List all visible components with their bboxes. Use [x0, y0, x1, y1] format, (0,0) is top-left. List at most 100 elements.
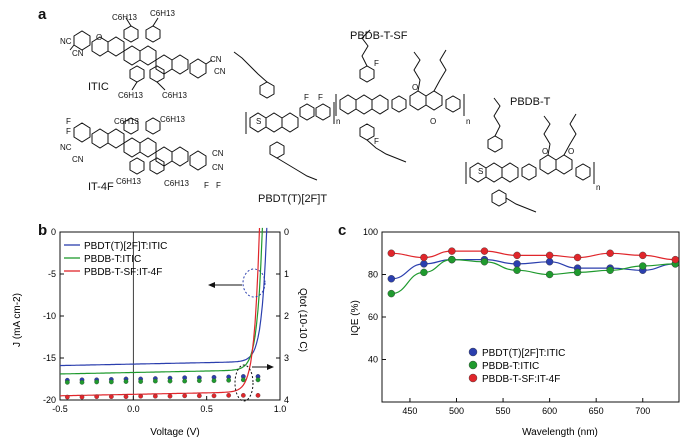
jv-xtick-label: -0.5 — [52, 404, 68, 414]
atom-label-s: S — [256, 117, 261, 126]
annotation-arrowhead-left — [208, 282, 215, 288]
atom-label-o: O — [412, 83, 418, 92]
atom-label-c6h13: C6H13 — [160, 115, 185, 124]
qtot-point — [123, 379, 129, 384]
atom-label-f: F — [216, 181, 221, 190]
atom-label-c6h13: C6H13 — [112, 13, 137, 22]
iqe-point — [671, 255, 680, 264]
qtot-point — [255, 393, 261, 398]
qtot-point — [240, 393, 246, 398]
qtot-point — [255, 377, 261, 383]
it4f-phenyl-2 — [145, 117, 161, 135]
itic-bond — [125, 17, 132, 27]
pbdbtsf-ring — [445, 95, 461, 113]
jv-ytick-label: -20 — [43, 395, 56, 405]
annotation-ellipse-bottom — [234, 364, 254, 402]
atom-label-f: F — [374, 59, 379, 68]
qtot-point — [79, 380, 85, 385]
qtot-point — [94, 379, 100, 385]
iqe-legend-marker-1 — [468, 360, 478, 370]
jv-xtick-label: 0.5 — [200, 404, 213, 414]
itic-end-right — [189, 58, 207, 79]
qtot-point — [64, 380, 70, 385]
pbdbtsf-chain — [366, 139, 407, 163]
iqe-xtick-label: 500 — [449, 406, 464, 416]
molecule-label-pbdbt: PBDB-T — [510, 96, 551, 108]
jv-y2tick-label: 2 — [284, 311, 289, 321]
pbdtt2ft-ring — [299, 103, 315, 121]
iqe-point — [639, 262, 647, 270]
it4f-phenyl-4 — [149, 157, 165, 175]
atom-label-c6h13: C6H13 — [116, 177, 141, 186]
iqe-point — [573, 253, 582, 262]
iqe-point — [480, 258, 489, 266]
itic-phenyl-4 — [149, 65, 165, 83]
pbdbtsf-ring — [371, 94, 389, 115]
atom-label-cn: CN — [214, 67, 226, 76]
qtot-point — [108, 379, 114, 385]
iqe-marks — [387, 247, 680, 298]
atom-label-n: n — [596, 183, 600, 192]
iqe-point — [513, 266, 521, 274]
atom-label-cn: CN — [72, 155, 84, 164]
atom-label-f: F — [66, 117, 71, 126]
atom-label-f: F — [318, 93, 323, 102]
jv-ytick-label: -15 — [43, 353, 56, 363]
pbdtt2ft-ring — [315, 103, 331, 121]
pbdtt2ft-structure — [233, 51, 335, 181]
molecule-label-it4f: IT-4F — [88, 181, 114, 193]
iqe-point — [545, 270, 554, 279]
jv-text: Voltage (V) J (mA cm-2) Qtot (10-10 C) — [12, 288, 308, 438]
pbdbtsf-chain — [361, 29, 371, 67]
jv-xtick-label: 0.0 — [127, 404, 140, 414]
atom-label-cn: CN — [72, 49, 84, 58]
molecule-label-pbdtt2ft: PBDT(T)[2F]T — [258, 193, 328, 205]
iqe-xtick-label: 650 — [589, 406, 604, 416]
it4f-end-left — [73, 122, 91, 143]
pbdtt2ft-chain — [233, 51, 268, 83]
qtot-point — [79, 394, 85, 400]
iqe-point — [387, 275, 396, 283]
jv-legend: PBDT(T)[2F]T:ITIC PBDB-T:ITIC PBDB-T-SF:IT… — [64, 241, 167, 278]
iqe-xtick-label: 700 — [635, 406, 650, 416]
jv-y2tick-label: 0 — [284, 227, 289, 237]
jv-legend-text-0: PBDT(T)[2F]T:ITIC — [84, 241, 167, 252]
iqe-legend-text-2: PBDB-T-SF:IT-4F — [482, 374, 560, 385]
jv-xlabel: Voltage (V) — [150, 427, 199, 438]
atom-label-n: n — [336, 117, 340, 126]
atom-label-n: n — [466, 117, 470, 126]
qtot-point — [226, 377, 232, 383]
pbdbt-structure — [465, 97, 595, 213]
molecule-label-itic: ITIC — [88, 81, 109, 93]
jv-y2tick-label: 3 — [284, 353, 289, 363]
iqe-point — [545, 251, 554, 260]
itic-phenyl-2 — [129, 65, 145, 83]
pbdbt-ring — [501, 162, 519, 183]
iqe-xtick-label: 600 — [542, 406, 557, 416]
atom-label-c6h13: C6H13 — [162, 91, 187, 100]
itic-structure — [69, 17, 213, 91]
iqe-axes: 450 500 550 600 650 700 40 60 80 100 — [363, 227, 680, 416]
qtot-point — [182, 378, 188, 384]
jv-curve-0 — [59, 227, 268, 367]
pbdbt-ring — [575, 163, 591, 181]
jv-y2label: Qtot (10-10 C) — [297, 288, 308, 352]
iqe-point — [513, 260, 521, 268]
pbdtt2ft-chain — [276, 157, 318, 181]
pbdbt-ring — [521, 163, 537, 181]
annotation-arrowhead-right — [267, 364, 274, 370]
iqe-legend-text-0: PBDT(T)[2F]T:ITIC — [482, 348, 565, 359]
it4f-phenyl-3 — [129, 157, 145, 175]
pbdbtsf-ring — [359, 123, 375, 141]
qtot-point — [138, 393, 144, 399]
iqe-ytick-label: 80 — [368, 270, 378, 280]
atom-label-c6h13: C6H13 — [150, 9, 175, 18]
iqe-line-2 — [391, 250, 676, 261]
atom-label-f: F — [66, 127, 71, 136]
iqe-legend-marker-2 — [468, 373, 478, 383]
jv-ylabel: J (mA cm-2) — [12, 293, 23, 347]
qtot-point — [226, 393, 232, 398]
qtot-point — [94, 394, 100, 399]
qtot-point — [152, 378, 158, 384]
